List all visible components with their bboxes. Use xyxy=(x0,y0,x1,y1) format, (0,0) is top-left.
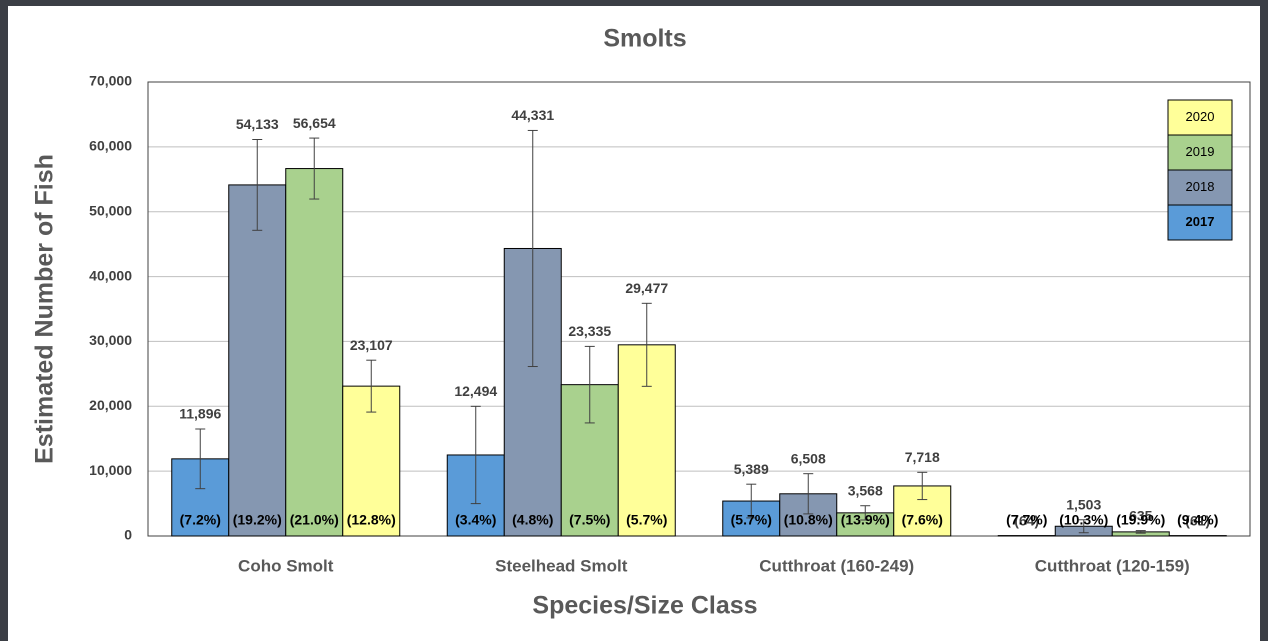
legend-label: 2018 xyxy=(1186,179,1215,194)
y-tick-label: 60,000 xyxy=(89,138,132,154)
value-label: 23,335 xyxy=(568,323,611,339)
y-tick-label: 20,000 xyxy=(89,397,132,413)
cv-label: (12.8%) xyxy=(347,512,396,528)
y-tick-label: 10,000 xyxy=(89,462,132,478)
legend-swatch xyxy=(1167,99,1233,136)
cv-label: (7.2%) xyxy=(180,512,221,528)
value-label: 11,896 xyxy=(179,406,221,422)
cv-label: (4.8%) xyxy=(512,512,553,528)
x-tick-label: Cutthroat (160-249) xyxy=(759,556,914,575)
value-label: 29,477 xyxy=(625,280,668,296)
value-label: 23,107 xyxy=(350,337,393,353)
bar xyxy=(285,168,344,537)
error-bar xyxy=(1078,519,1089,534)
y-axis-title: Estimated Number of Fish xyxy=(31,154,59,464)
y-tick-label: 0 xyxy=(124,527,132,543)
value-label: 1,503 xyxy=(1066,496,1101,512)
error-bar xyxy=(309,137,320,200)
y-tick-label: 30,000 xyxy=(89,332,132,348)
legend-label: 2020 xyxy=(1186,109,1215,124)
chart-background xyxy=(8,6,1260,641)
value-label: 54,133 xyxy=(236,116,279,132)
x-tick-label: Cutthroat (120-159) xyxy=(1035,556,1190,575)
cv-label: (7.6%) xyxy=(902,512,943,528)
bar xyxy=(171,458,230,537)
cv-label: (13.9%) xyxy=(841,512,890,528)
cv-label: (3.4%) xyxy=(455,512,496,528)
y-tick-label: 40,000 xyxy=(89,267,132,283)
value-label: 44,331 xyxy=(511,107,554,123)
error-bar xyxy=(527,129,538,368)
legend-swatch xyxy=(1167,134,1233,171)
legend-swatch xyxy=(1167,169,1233,206)
error-bar xyxy=(195,428,206,490)
error-bar xyxy=(470,405,481,505)
cv-label: (9.4%) xyxy=(1177,512,1218,528)
x-tick-label: Steelhead Smolt xyxy=(495,556,628,575)
legend-swatch xyxy=(1167,204,1233,241)
value-label: 7,718 xyxy=(905,449,940,465)
error-bar xyxy=(860,505,871,521)
error-bar xyxy=(803,473,814,515)
error-bar xyxy=(746,483,757,519)
cv-label: (5.7%) xyxy=(731,512,772,528)
value-label: 6,508 xyxy=(791,450,826,466)
value-label: 12,494 xyxy=(454,383,497,399)
cv-label: (5.7%) xyxy=(626,512,667,528)
error-bar xyxy=(917,471,928,501)
value-label: (61) xyxy=(1185,512,1210,528)
cv-label: (10.8%) xyxy=(784,512,833,528)
error-bar xyxy=(366,359,377,413)
bar xyxy=(228,184,287,537)
cv-label: (7.5%) xyxy=(569,512,610,528)
plot-frame xyxy=(147,81,1251,537)
chart-title: Smolts xyxy=(603,25,686,53)
y-tick-label: 50,000 xyxy=(89,202,132,218)
value-label: (64) xyxy=(1014,512,1039,528)
legend-label: 2017 xyxy=(1186,214,1215,229)
error-bar xyxy=(584,345,595,424)
cv-label: (19.9%) xyxy=(1116,512,1165,528)
cv-label: (19.2%) xyxy=(233,512,282,528)
cv-label: (10.3%) xyxy=(1059,512,1108,528)
error-bar xyxy=(641,302,652,387)
x-axis-title: Species/Size Class xyxy=(532,592,757,620)
error-bar xyxy=(252,139,263,231)
value-label: 635 xyxy=(1129,507,1153,523)
value-label: 56,654 xyxy=(293,115,336,131)
cv-label: (7.7%) xyxy=(1006,512,1047,528)
x-tick-label: Coho Smolt xyxy=(238,556,334,575)
y-tick-label: 70,000 xyxy=(89,73,132,89)
value-label: 3,568 xyxy=(848,482,883,498)
value-label: 5,389 xyxy=(734,461,769,477)
legend-label: 2019 xyxy=(1186,144,1215,159)
error-bar xyxy=(1135,530,1146,534)
cv-label: (21.0%) xyxy=(290,512,339,528)
